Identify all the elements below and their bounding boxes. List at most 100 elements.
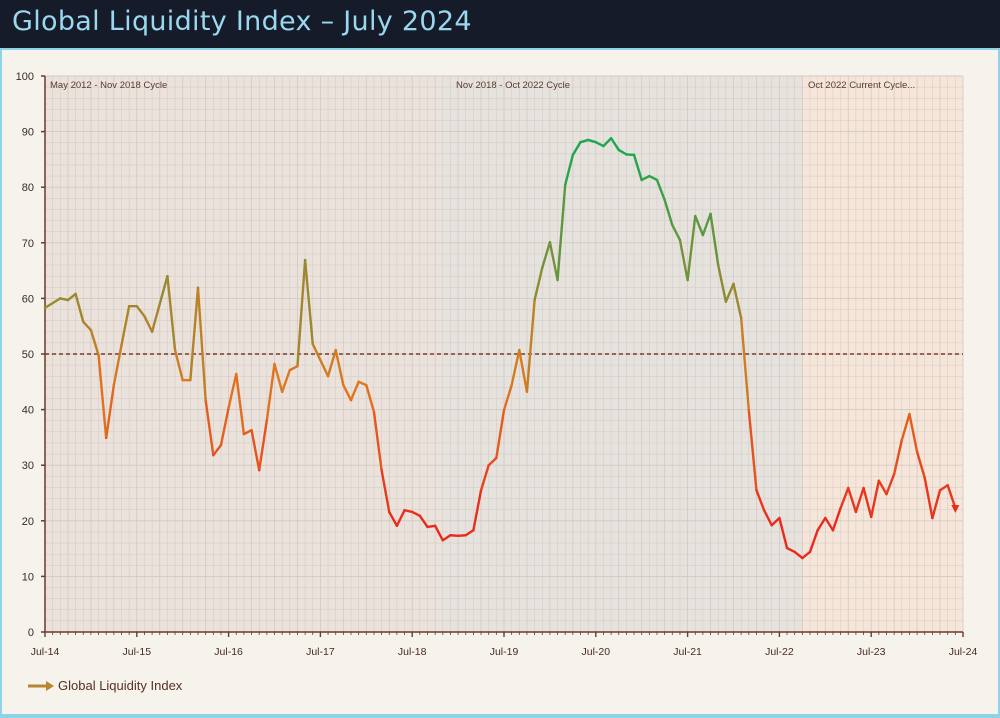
data-point: [663, 198, 666, 202]
data-point: [541, 266, 544, 270]
series-segment: [212, 443, 223, 457]
data-point: [793, 550, 796, 554]
data-point: [701, 233, 705, 237]
data-point: [885, 492, 888, 496]
data-point: [235, 372, 238, 376]
data-point: [395, 524, 399, 528]
series-segment: [166, 274, 177, 352]
series-segment: [426, 524, 437, 529]
series-segment: [564, 153, 575, 187]
series-segment: [235, 372, 246, 436]
data-point: [908, 412, 911, 416]
data-point: [579, 140, 582, 144]
data-point: [181, 378, 184, 382]
y-tick-label: 60: [22, 293, 34, 305]
series-segment: [586, 138, 597, 144]
series-segment: [265, 362, 276, 422]
data-point: [502, 408, 506, 412]
series-segment: [66, 292, 77, 302]
data-point: [847, 486, 850, 490]
data-point: [931, 516, 934, 520]
data-point: [105, 436, 108, 440]
page-title: Global Liquidity Index – July 2024: [12, 6, 472, 37]
data-point: [196, 286, 200, 290]
data-point: [900, 438, 903, 442]
data-point: [533, 298, 536, 302]
data-point: [632, 153, 636, 157]
series-segment: [525, 298, 536, 394]
series-segment: [931, 489, 942, 520]
series-segment: [602, 137, 613, 148]
series-segment: [808, 529, 819, 554]
data-point: [571, 153, 575, 157]
data-point: [112, 383, 116, 387]
series-segment: [579, 138, 590, 144]
series-segment: [571, 140, 582, 157]
series-segment: [701, 212, 712, 237]
data-point: [59, 297, 62, 300]
series-segment: [395, 509, 406, 528]
data-point: [915, 450, 919, 454]
data-point: [242, 432, 246, 436]
data-point: [686, 278, 689, 282]
series-segment: [862, 486, 873, 519]
data-point: [854, 510, 858, 514]
data-point: [258, 469, 261, 472]
series-segment: [135, 304, 146, 318]
data-point: [808, 550, 812, 554]
data-point: [418, 514, 422, 517]
series-segment: [717, 263, 728, 303]
cycle-label-1: May 2012 - Nov 2018 Cycle: [50, 80, 167, 91]
data-point: [464, 534, 467, 537]
series-segment: [502, 383, 513, 412]
series-segment: [104, 383, 116, 440]
series-segment: [632, 153, 643, 182]
series-segment: [365, 383, 376, 414]
series-segment: [219, 406, 230, 447]
data-point: [617, 148, 620, 152]
series-segment: [143, 314, 154, 333]
series-segment: [617, 148, 628, 156]
series-segment: [732, 282, 743, 320]
data-point: [801, 556, 804, 560]
series-segment: [319, 358, 330, 378]
series-segment: [441, 534, 452, 542]
data-point: [403, 509, 406, 512]
data-point: [97, 353, 100, 357]
series-segment: [923, 476, 934, 520]
data-point: [824, 516, 827, 520]
series-segment: [946, 484, 957, 510]
data-point: [388, 510, 391, 514]
data-point: [273, 362, 276, 366]
series-segment: [349, 380, 360, 402]
data-point: [173, 348, 177, 352]
series-segment: [892, 438, 903, 476]
series-segment: [334, 348, 345, 387]
data-point: [785, 546, 789, 550]
series-segment: [342, 383, 353, 402]
series-segment: [724, 282, 735, 303]
x-tick-label: Jul-14: [31, 646, 60, 658]
series-segment: [908, 412, 919, 454]
series-segment: [242, 428, 253, 436]
data-point: [892, 472, 896, 476]
data-point: [219, 443, 223, 447]
data-point: [143, 314, 146, 318]
series-segment: [433, 524, 444, 542]
series-segment: [456, 534, 467, 538]
series-segment: [747, 408, 758, 492]
series-segment: [380, 469, 391, 514]
series-segment: [495, 408, 506, 460]
data-point: [82, 320, 85, 323]
data-point: [877, 479, 881, 482]
data-point: [326, 375, 330, 378]
data-point: [525, 390, 529, 394]
series-segment: [609, 137, 620, 152]
series-segment: [403, 509, 414, 514]
series-segment: [877, 479, 888, 496]
data-point: [74, 292, 77, 296]
data-point: [411, 510, 414, 514]
series-segment: [303, 258, 314, 346]
series-segment: [43, 297, 62, 310]
